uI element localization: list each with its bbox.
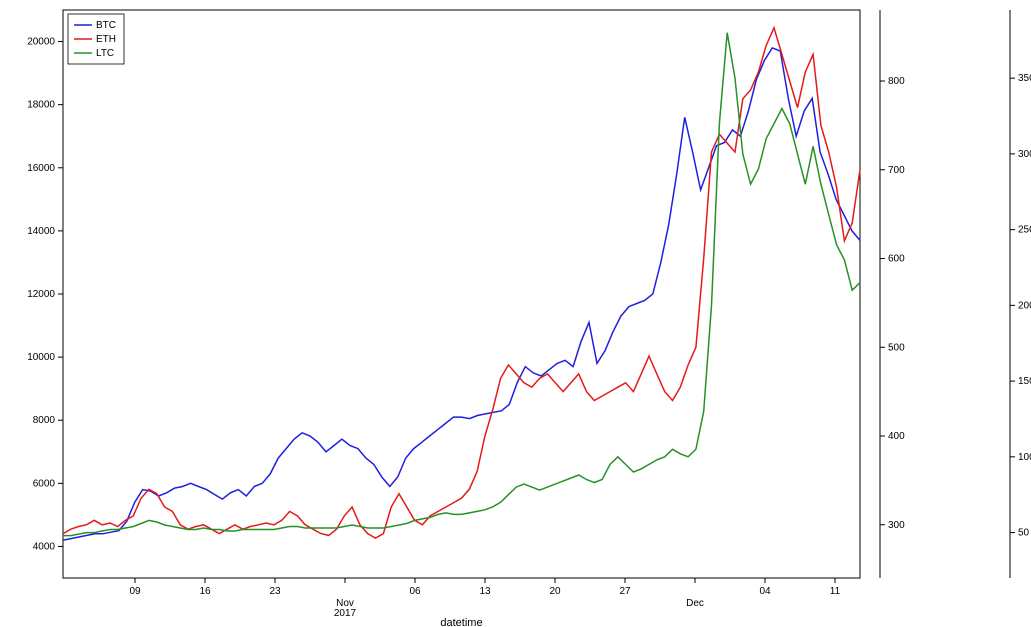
x-tick-label: 13 <box>479 586 491 597</box>
x-month-label: Dec <box>686 598 704 609</box>
x-tick-label: 16 <box>199 586 211 597</box>
plot-frame <box>63 10 860 578</box>
y-left-tick-label: 14000 <box>27 226 55 237</box>
y-left-tick-label: 20000 <box>27 37 55 48</box>
legend-label-ltc: LTC <box>96 48 114 59</box>
y-right-tick-label: 100 <box>1018 452 1031 463</box>
y-right-tick-label: 350 <box>1018 73 1031 84</box>
x-tick-label: 23 <box>269 586 281 597</box>
series-btc <box>63 48 860 540</box>
y-left-tick-label: 8000 <box>33 415 56 426</box>
y-mid-tick-label: 700 <box>888 165 905 176</box>
x-year-label: 2017 <box>334 608 357 619</box>
y-right-tick-label: 250 <box>1018 225 1031 236</box>
x-tick-label: 20 <box>549 586 561 597</box>
x-tick-label: 11 <box>830 586 841 597</box>
x-axis-label: datetime <box>440 617 482 627</box>
y-mid-tick-label: 300 <box>888 520 905 531</box>
x-tick-label: 09 <box>129 586 141 597</box>
y-left-tick-label: 12000 <box>27 289 55 300</box>
y-right-tick-label: 50 <box>1018 528 1030 539</box>
y-left-tick-label: 10000 <box>27 352 55 363</box>
y-right-tick-label: 300 <box>1018 149 1031 160</box>
y-mid-tick-label: 600 <box>888 254 905 265</box>
y-mid-tick-label: 500 <box>888 342 905 353</box>
crypto-price-chart: 4000600080001000012000140001600018000200… <box>0 0 1031 627</box>
legend-label-btc: BTC <box>96 20 116 31</box>
series-eth <box>63 28 860 538</box>
y-left-tick-label: 18000 <box>27 100 55 111</box>
series-ltc <box>63 33 860 536</box>
x-tick-label: 04 <box>759 586 771 597</box>
y-right-tick-label: 150 <box>1018 376 1031 387</box>
chart-svg: 4000600080001000012000140001600018000200… <box>0 0 1031 627</box>
y-mid-tick-label: 800 <box>888 76 905 87</box>
y-right-tick-label: 200 <box>1018 300 1031 311</box>
y-left-tick-label: 16000 <box>27 163 55 174</box>
legend-label-eth: ETH <box>96 34 116 45</box>
y-left-tick-label: 6000 <box>33 478 56 489</box>
y-mid-tick-label: 400 <box>888 431 905 442</box>
x-tick-label: 27 <box>619 586 631 597</box>
x-tick-label: 06 <box>409 586 421 597</box>
y-left-tick-label: 4000 <box>33 541 56 552</box>
